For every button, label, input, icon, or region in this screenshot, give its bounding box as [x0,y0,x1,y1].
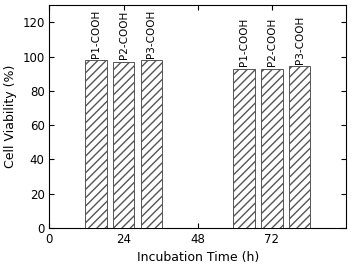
X-axis label: Incubation Time (h): Incubation Time (h) [137,251,259,264]
Bar [85,60,107,228]
Bar [233,69,255,228]
Bar [113,62,134,228]
Text: P3-COOH: P3-COOH [146,9,156,58]
Y-axis label: Cell Viability (%): Cell Viability (%) [4,65,17,168]
Bar [140,60,162,228]
Bar [289,66,310,228]
Text: P1-COOH: P1-COOH [91,9,101,58]
Bar [261,69,283,228]
Text: P2-COOH: P2-COOH [267,18,277,66]
Text: P3-COOH: P3-COOH [295,15,305,64]
Text: P2-COOH: P2-COOH [119,11,128,59]
Text: P1-COOH: P1-COOH [239,18,249,66]
